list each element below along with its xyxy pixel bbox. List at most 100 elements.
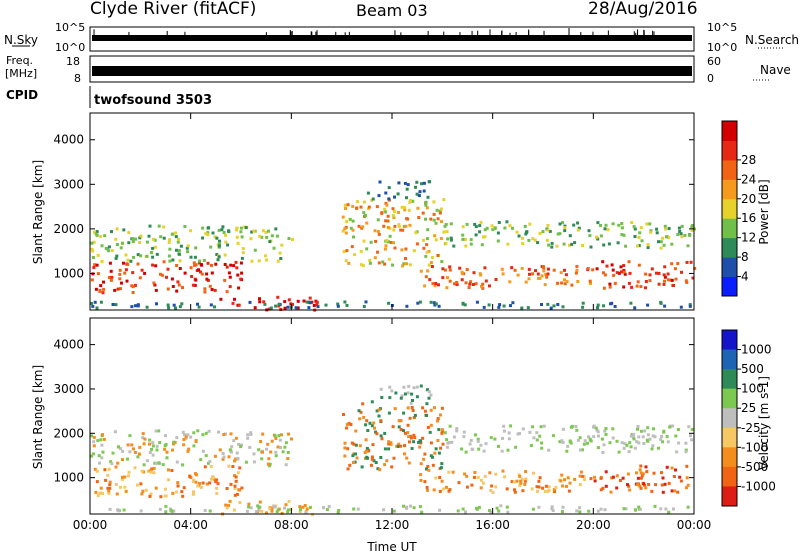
heatmap-cell [157, 224, 161, 228]
heatmap-cell [365, 447, 369, 450]
heatmap-cell [447, 441, 451, 444]
power-heatmap-cells [90, 180, 697, 312]
heatmap-cell [273, 434, 277, 438]
heatmap-cell [441, 276, 445, 280]
heatmap-cell [535, 431, 539, 435]
heatmap-cell [513, 488, 516, 492]
heatmap-cell [434, 476, 438, 480]
heatmap-cell [684, 279, 688, 283]
heatmap-cell [440, 220, 443, 224]
heatmap-cell [601, 486, 605, 490]
heatmap-cell [663, 304, 667, 308]
heatmap-cell [123, 485, 127, 489]
heatmap-cell [239, 230, 243, 234]
heatmap-cell [269, 306, 273, 310]
heatmap-cell [194, 246, 198, 250]
heatmap-cell [344, 231, 348, 235]
heatmap-cell [439, 237, 443, 240]
heatmap-cell [417, 194, 421, 198]
heatmap-cell [108, 480, 112, 484]
nave-top-tick: 60 [707, 55, 721, 68]
heatmap-cell [138, 276, 142, 280]
heatmap-cell [431, 282, 435, 286]
heatmap-cell [595, 267, 599, 271]
heatmap-cell [480, 243, 484, 247]
heatmap-cell [599, 507, 603, 511]
heatmap-cell [412, 433, 416, 437]
heatmap-cell [133, 466, 137, 470]
heatmap-cell [183, 433, 186, 437]
heatmap-cell [417, 216, 421, 219]
heatmap-cell [620, 441, 624, 445]
heatmap-cell [177, 283, 181, 287]
heatmap-cell [155, 444, 159, 448]
heatmap-cell [203, 465, 207, 469]
heatmap-cell [690, 228, 694, 232]
heatmap-cell [439, 207, 443, 211]
heatmap-cell [644, 465, 648, 469]
heatmap-cell [359, 410, 363, 414]
y-tick-label: 3000 [53, 382, 84, 396]
heatmap-cell [610, 301, 614, 305]
heatmap-cell [360, 465, 364, 469]
heatmap-cell [408, 200, 412, 204]
heatmap-cell [479, 478, 483, 482]
heatmap-cell [303, 504, 307, 507]
heatmap-cell [392, 509, 396, 513]
heatmap-cell [94, 490, 98, 494]
heatmap-cell [192, 478, 195, 482]
heatmap-cell [277, 434, 281, 438]
heatmap-cell [189, 266, 193, 270]
heatmap-cell [355, 206, 359, 210]
heatmap-cell [496, 239, 500, 243]
heatmap-cell [434, 282, 438, 285]
heatmap-cell [391, 263, 394, 267]
heatmap-cell [442, 198, 446, 202]
heatmap-cell [410, 447, 414, 450]
heatmap-cell [126, 443, 130, 447]
heatmap-cell [258, 300, 262, 304]
heatmap-cell [665, 235, 668, 239]
heatmap-cell [92, 444, 96, 448]
heatmap-cell [181, 463, 185, 467]
heatmap-cell [299, 508, 302, 512]
heatmap-cell [111, 303, 115, 306]
heatmap-cell [662, 430, 666, 434]
velocity-colorbar-tick-label: -1000 [741, 479, 776, 493]
heatmap-cell [96, 494, 100, 498]
heatmap-cell [178, 267, 182, 270]
heatmap-cell [531, 237, 535, 241]
heatmap-cell [210, 271, 214, 275]
heatmap-cell [657, 446, 660, 450]
heatmap-cell [372, 421, 376, 425]
heatmap-cell [404, 247, 408, 251]
heatmap-cell [174, 490, 178, 494]
heatmap-cell [358, 417, 362, 421]
heatmap-cell [477, 505, 481, 509]
heatmap-cell [206, 226, 210, 230]
heatmap-cell [547, 243, 551, 247]
heatmap-cell [218, 448, 222, 452]
heatmap-cell [388, 226, 392, 230]
heatmap-cell [182, 443, 186, 447]
heatmap-cell [495, 506, 499, 510]
heatmap-cell [389, 241, 393, 244]
heatmap-cell [536, 272, 540, 276]
heatmap-cell [639, 464, 643, 468]
power-colorbar-tick-label: 12 [741, 231, 756, 245]
heatmap-cell [640, 239, 644, 243]
heatmap-cell [533, 238, 537, 242]
heatmap-cell [583, 439, 587, 443]
heatmap-cell [279, 257, 283, 260]
heatmap-cell [469, 438, 473, 442]
heatmap-cell [448, 488, 452, 492]
heatmap-cell [464, 450, 468, 454]
heatmap-cell [505, 220, 509, 224]
velocity-colorbar-tick-label: -100 [741, 440, 768, 454]
heatmap-cell [432, 488, 436, 492]
heatmap-cell [118, 277, 122, 281]
heatmap-cell [419, 462, 423, 466]
heatmap-cell [370, 400, 374, 404]
heatmap-cell [157, 461, 161, 465]
heatmap-cell [128, 434, 132, 438]
